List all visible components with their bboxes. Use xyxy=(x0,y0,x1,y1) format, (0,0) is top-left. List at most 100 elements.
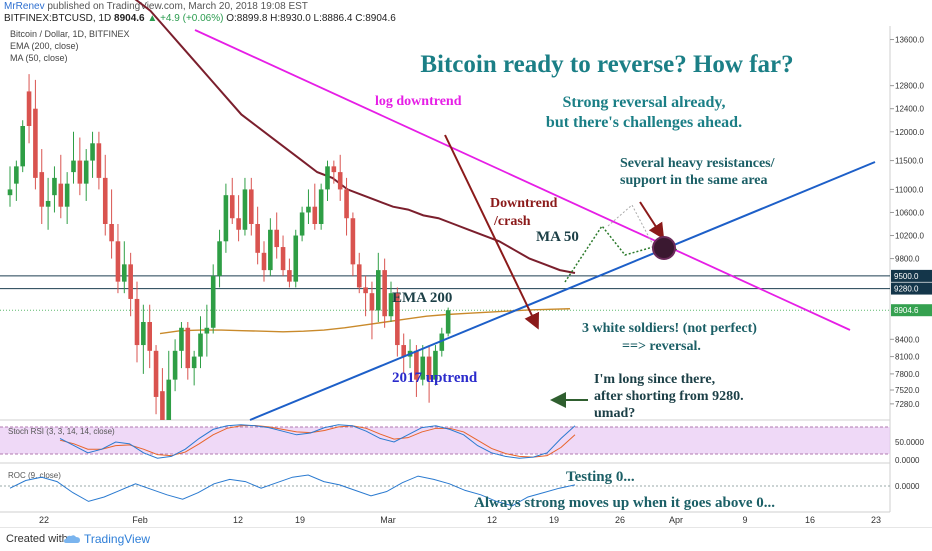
candle xyxy=(306,206,311,213)
always-note: Always strong moves up when it goes abov… xyxy=(474,495,775,511)
candle xyxy=(83,160,89,184)
long-note-1: I'm long since there, xyxy=(594,372,715,387)
candle xyxy=(287,270,292,282)
up-arrow-icon: ▲ xyxy=(147,13,158,24)
time-tick-label: 19 xyxy=(549,515,559,525)
stoch-d-line xyxy=(59,424,576,458)
candle xyxy=(242,189,248,230)
candle xyxy=(115,241,121,282)
candle xyxy=(293,235,299,282)
candle xyxy=(229,195,235,219)
price-tick-label: 8400.0 xyxy=(895,335,920,344)
crash-arrow xyxy=(444,134,539,330)
resistance-arrow xyxy=(639,201,665,240)
candle xyxy=(280,247,286,271)
candle xyxy=(414,350,419,380)
candle xyxy=(102,177,108,224)
candle xyxy=(249,189,254,224)
candle xyxy=(147,322,152,351)
candle xyxy=(71,160,76,173)
candle xyxy=(344,189,349,219)
price-tick-label: 9800.0 xyxy=(895,255,920,264)
crash-label-2: /crash xyxy=(493,214,531,229)
subtitle-line-1: Strong reversal already, xyxy=(562,94,725,111)
resistance-badge xyxy=(891,269,932,282)
stoch-tick-label: 0.0000 xyxy=(895,456,920,465)
candle xyxy=(20,126,25,167)
candle xyxy=(45,200,51,207)
time-tick-label: 12 xyxy=(487,515,497,525)
testing-note: Testing 0... xyxy=(566,469,635,485)
candle xyxy=(395,293,400,346)
candle xyxy=(312,206,318,224)
candle xyxy=(77,160,83,184)
ema-legend[interactable]: EMA (200, close) xyxy=(10,41,79,51)
resistance-note-1: Several heavy resistances/ xyxy=(620,156,776,171)
price-tick-label: 12000.0 xyxy=(895,128,924,137)
symbol-line: BITFINEX:BTCUSD, 1D 8904.6 ▲ +4.9 (+0.06… xyxy=(4,13,396,24)
candle xyxy=(420,356,426,380)
price-tick-label: 12800.0 xyxy=(895,82,924,91)
price-tick-label: 10600.0 xyxy=(895,208,924,217)
long-note-3: umad? xyxy=(594,406,635,421)
candle xyxy=(325,166,330,190)
symbol-label: BITFINEX:BTCUSD, 1D xyxy=(4,13,112,24)
ma-legend[interactable]: MA (50, close) xyxy=(10,53,68,63)
resistance-badge xyxy=(891,282,932,295)
candle xyxy=(128,264,133,299)
candle xyxy=(191,356,197,369)
price-tick-label: 8100.0 xyxy=(895,353,920,362)
candle xyxy=(433,350,438,380)
candle xyxy=(33,108,38,178)
candle xyxy=(39,172,45,207)
crash-label-1: Downtrend xyxy=(490,196,558,211)
resistance-badge-label: 9500.0 xyxy=(894,272,919,281)
candle xyxy=(236,218,241,230)
candle xyxy=(223,195,229,242)
uptrend-2017-line xyxy=(249,161,876,421)
candle xyxy=(318,189,324,224)
price-tick-label: 10200.0 xyxy=(895,232,924,241)
ma-50-label: MA 50 xyxy=(536,229,579,245)
chart-title: Bitcoin ready to reverse? How far? xyxy=(420,51,793,78)
time-tick-label: Mar xyxy=(380,515,396,525)
candle xyxy=(388,293,394,317)
log-downtrend-line xyxy=(194,29,851,331)
tradingview-brand[interactable]: TradingView xyxy=(84,532,151,546)
uptrend-label: 2017 uptrend xyxy=(392,370,478,386)
author-link[interactable]: MrRenev xyxy=(4,1,45,12)
candle xyxy=(198,333,203,357)
time-tick-label: Apr xyxy=(669,515,683,525)
chart-header: MrRenev published on TradingView.com, Ma… xyxy=(0,0,932,26)
price-tick-label: 7520.0 xyxy=(895,386,920,395)
log-downtrend-label: log downtrend xyxy=(375,94,462,109)
stoch-rsi-legend: Stoch RSI (3, 3, 14, 14, close) xyxy=(8,427,115,436)
ema-200-label: EMA 200 xyxy=(392,290,452,306)
candle xyxy=(210,275,216,328)
candle xyxy=(109,224,114,242)
confluence-marker xyxy=(652,236,676,260)
time-tick-label: 23 xyxy=(871,515,881,525)
candle xyxy=(172,350,178,380)
time-tick-label: Feb xyxy=(132,515,148,525)
candle xyxy=(445,310,451,334)
candle xyxy=(331,166,337,173)
candle xyxy=(376,270,381,311)
time-tick-label: 16 xyxy=(805,515,815,525)
candle xyxy=(255,224,260,253)
projection-path xyxy=(564,224,679,283)
stoch-tick-label: 50.0000 xyxy=(895,438,924,447)
price-tick-label: 11500.0 xyxy=(895,157,924,166)
last-price-badge-label: 8904.6 xyxy=(894,306,919,315)
ema-200-line xyxy=(159,308,571,335)
time-tick-label: 26 xyxy=(615,515,625,525)
price-chart[interactable]: 13600.0 12800.0 12400.0 12000.0 11500.0 11000… xyxy=(0,0,932,527)
candle xyxy=(204,327,210,334)
created-with-text: Created with xyxy=(6,533,68,545)
price-tick-label: 7800.0 xyxy=(895,370,920,379)
roc-tick-label: 0.0000 xyxy=(895,482,920,491)
ohlc-values: O:8899.8 H:8930.0 L:8886.4 C:8904.6 xyxy=(226,13,396,24)
candle xyxy=(439,333,445,351)
price-tick-label: 12400.0 xyxy=(895,105,924,114)
tradingview-cloud-icon xyxy=(64,535,80,543)
